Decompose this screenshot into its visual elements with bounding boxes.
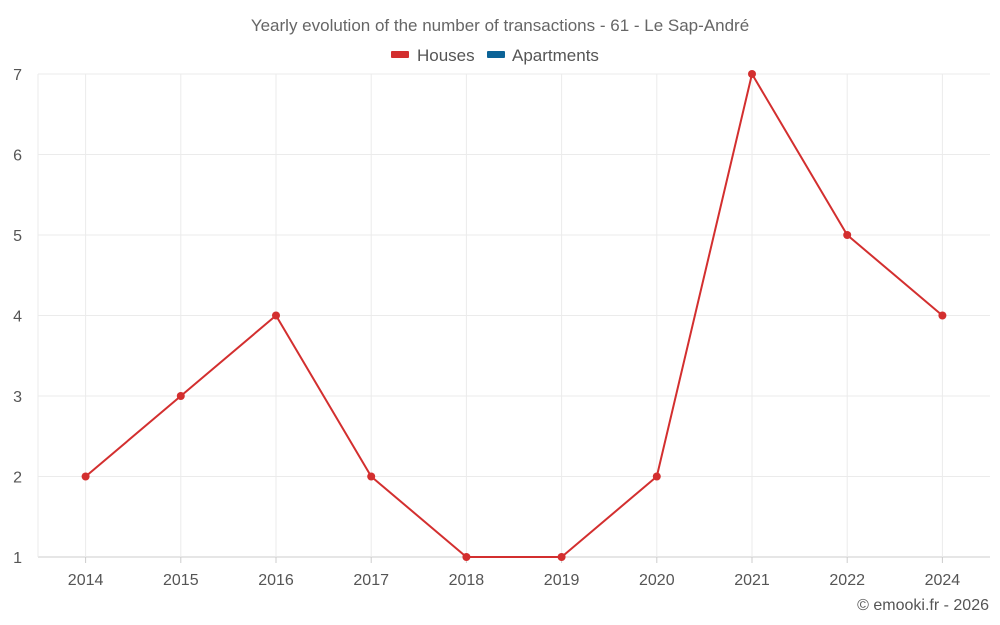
data-point-houses[interactable] [938,311,947,320]
y-tick-label: 2 [13,470,22,487]
data-point-houses[interactable] [81,472,90,481]
y-tick-label: 4 [13,309,22,326]
x-tick-label: 2024 [925,572,961,589]
data-point-houses[interactable] [557,553,566,561]
x-tick-label: 2021 [734,572,770,589]
data-point-houses[interactable] [176,392,185,400]
legend-label-apartments[interactable]: Apartments [512,46,599,65]
data-point-houses[interactable] [652,472,661,481]
series-layer [81,70,947,561]
y-tick-label: 6 [13,148,22,165]
data-point-houses[interactable] [462,553,471,561]
legend[interactable]: Houses Apartments [391,46,599,65]
chart-title: Yearly evolution of the number of transa… [251,16,749,35]
data-point-houses[interactable] [272,311,280,320]
x-tick-label: 2020 [639,572,675,589]
x-tick-label: 2016 [258,572,294,589]
data-point-houses[interactable] [748,70,756,78]
x-tick-label: 2022 [829,572,865,589]
x-tick-label: 2018 [449,572,485,589]
y-tick-label: 3 [13,389,22,406]
data-point-houses[interactable] [367,472,376,481]
y-tick-label: 1 [13,550,22,567]
credit-text: © emooki.fr - 2026 [857,597,989,614]
x-axis: 2014 2015 2016 2017 2018 2019 2020 2021 2022 2024 [68,557,960,589]
x-tick-label: 2017 [353,572,389,589]
x-tick-label: 2015 [163,572,199,589]
y-tick-label: 5 [13,228,22,245]
legend-swatch-apartments[interactable] [487,51,505,58]
legend-swatch-houses[interactable] [391,51,409,58]
y-tick-label: 7 [13,67,22,84]
grid [37,73,990,558]
x-tick-label: 2014 [68,572,104,589]
data-point-houses[interactable] [843,231,852,239]
x-tick-label: 2019 [544,572,580,589]
y-axis: 1 2 3 4 5 6 7 [13,67,22,567]
legend-label-houses[interactable]: Houses [417,46,475,65]
series-line-houses [84,73,944,558]
